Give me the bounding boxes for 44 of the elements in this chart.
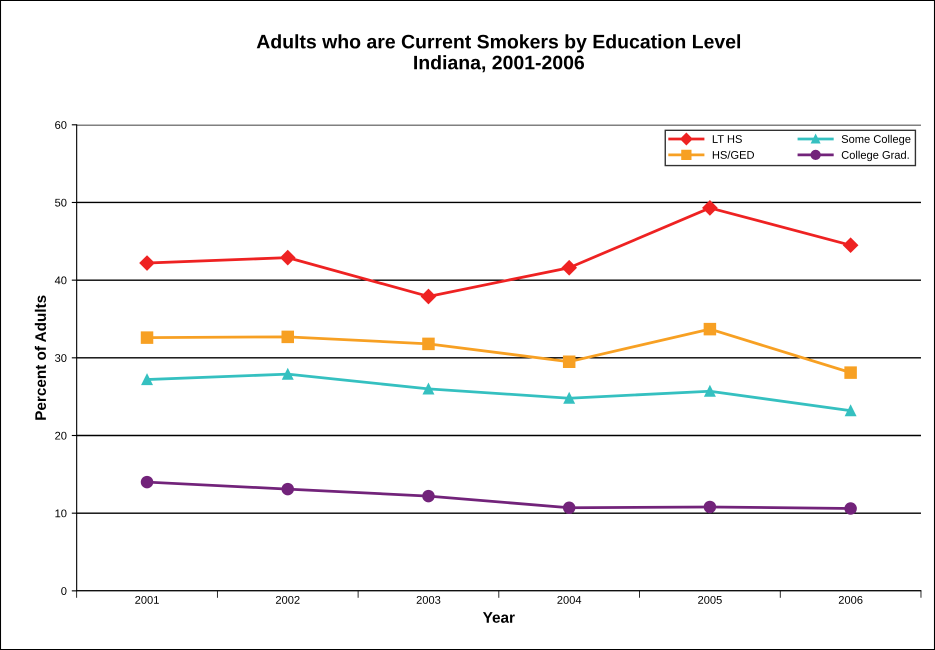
point [139, 255, 155, 271]
point [420, 288, 436, 304]
y-tick-label: 20 [55, 432, 67, 440]
point [844, 502, 857, 515]
point [562, 260, 577, 276]
point [562, 501, 576, 514]
legend-label: Some College [842, 134, 910, 146]
point [422, 383, 434, 394]
y-tick-label: 0 [61, 587, 67, 595]
y-tick-label: 50 [55, 198, 67, 207]
point [422, 490, 435, 502]
y-tick-label: 60 [55, 121, 67, 129]
point [704, 386, 716, 397]
chart-title: Adults who are Current Smokers by Education Level Indiana, 2001-2006 [256, 34, 740, 72]
point [562, 355, 576, 368]
point [282, 368, 294, 380]
point [564, 392, 575, 404]
point [704, 500, 716, 514]
x-tick-label: 2003 [416, 596, 440, 604]
y-tick-label: 10 [55, 509, 67, 518]
point [704, 322, 716, 336]
legend-label: College Grad. [842, 150, 909, 162]
point [281, 482, 294, 496]
x-tick-label: 2004 [557, 596, 582, 604]
point [140, 331, 154, 344]
legend-label: HS/GED [712, 150, 754, 159]
y-axis-title: Percent of Adults [34, 295, 46, 420]
y-tick-label: 30 [55, 354, 67, 362]
x-tick-label: 2006 [838, 596, 862, 604]
point [702, 200, 718, 216]
point [141, 374, 153, 386]
point [844, 366, 857, 379]
point [140, 476, 154, 488]
point [281, 330, 294, 344]
point [280, 250, 296, 266]
x-tick-label: 2002 [276, 596, 300, 604]
x-tick-label: 2005 [698, 596, 722, 604]
point [843, 238, 858, 253]
point [845, 405, 856, 416]
x-axis-title: Year [482, 612, 515, 623]
x-tick-label: 2001 [135, 596, 159, 604]
point [422, 338, 435, 350]
y-tick-label: 40 [54, 276, 67, 284]
legend-label: LT HS [712, 135, 742, 143]
